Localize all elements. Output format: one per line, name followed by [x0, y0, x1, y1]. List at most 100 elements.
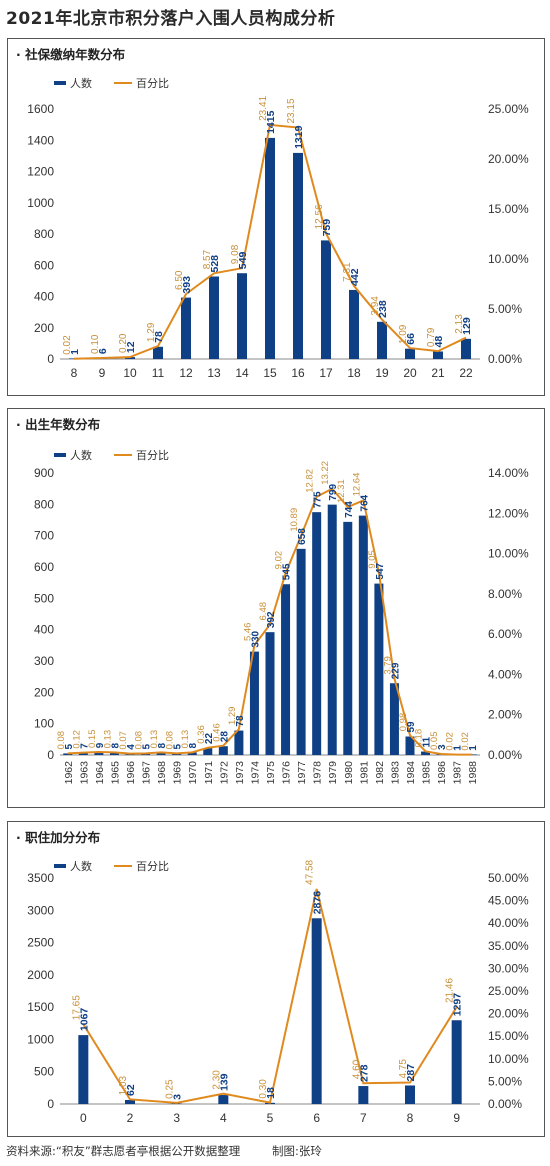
x-tick-label: 21: [431, 366, 445, 380]
bar-value-label: 9: [95, 742, 106, 748]
bar-value-label: 1319: [293, 125, 305, 149]
bar-value-label: 8: [188, 742, 199, 748]
chart-title: · 职住加分分布: [16, 830, 101, 845]
x-tick-label: 1979: [327, 761, 339, 785]
y-tick-label: 200: [34, 685, 54, 699]
y-tick-label: 700: [34, 529, 54, 543]
x-tick-label: 1973: [234, 761, 246, 785]
bar: [265, 632, 275, 755]
bar-value-label: 775: [313, 491, 324, 508]
bar-value-label: 78: [235, 715, 246, 727]
y2-tick-label: 8.00%: [488, 587, 522, 601]
y2-tick-label: 35.00%: [488, 939, 529, 953]
bar: [234, 730, 244, 755]
bar-value-label: 545: [282, 563, 293, 580]
y-tick-label: 800: [34, 497, 54, 511]
percent-value-label: 12.31: [336, 479, 347, 503]
x-tick-label: 1978: [312, 761, 324, 785]
bar-value-label: 5: [173, 743, 184, 749]
x-tick-label: 20: [403, 366, 417, 380]
chart-panel-social-security: 0 200 400 600 800 1000 1200 1400 1600 0.00% 5.00% 1…: [7, 38, 545, 396]
bar: [78, 752, 88, 755]
bar-value-label: 4: [126, 744, 137, 750]
bar: [358, 1086, 369, 1104]
chart-legend: 人数 百分比: [54, 75, 169, 91]
percent-value-label: 0.15: [87, 729, 98, 748]
percent-value-label: 1.09: [398, 324, 409, 344]
percent-value-label: 0.79: [426, 327, 437, 347]
percent-value-label: 0.02: [445, 732, 456, 751]
percent-value-label: 0.12: [71, 730, 82, 749]
bar-value-label: 744: [344, 501, 355, 518]
percent-value-label: 1.03: [118, 1075, 129, 1095]
x-tick-label: 8: [71, 366, 78, 380]
x-tick-label: 1972: [218, 761, 230, 785]
x-tick-label: 1985: [421, 761, 433, 785]
bar-value-label: 66: [405, 333, 417, 345]
percent-value-label: 3.79: [382, 656, 393, 675]
footer-author: 制图:张玲: [271, 1144, 322, 1158]
percent-value-label: 4.75: [398, 1059, 409, 1079]
bar-value-label: 3: [172, 1094, 184, 1100]
percent-value-label: 10.89: [289, 508, 300, 532]
percent-value-label: 0.08: [56, 731, 67, 750]
bar: [109, 752, 119, 755]
bar-value-label: 393: [181, 276, 193, 294]
bar-value-label: 59: [406, 721, 417, 733]
bar-value-label: 8: [157, 742, 168, 748]
y2-tick-label: 40.00%: [488, 916, 529, 930]
percent-value-label: 23.15: [286, 98, 297, 123]
x-tick-label: 2: [127, 1111, 134, 1125]
y2-tick-label: 20.00%: [488, 152, 529, 166]
bar-value-label: 8: [110, 742, 121, 748]
y2-tick-label: 25.00%: [488, 984, 529, 998]
bar: [156, 752, 166, 755]
legend-bar-swatch: [54, 453, 66, 457]
y2-tick-label: 30.00%: [488, 961, 529, 975]
percent-value-label: 9.08: [230, 244, 241, 264]
x-tick-label: 12: [179, 366, 193, 380]
x-tick-label: 1974: [249, 761, 261, 785]
percent-value-label: 8.57: [202, 249, 213, 269]
percent-value-label: 47.58: [305, 859, 316, 884]
legend-line-label: 百分比: [136, 449, 169, 462]
percent-value-label: 6.48: [258, 602, 269, 621]
bar-value-label: 6: [97, 348, 109, 354]
chart-title: · 出生年数分布: [16, 417, 101, 432]
x-tick-label: 1964: [94, 761, 106, 785]
percent-value-label: 0.02: [62, 335, 73, 355]
bar: [461, 338, 471, 359]
percent-value-label: 0.36: [196, 725, 207, 744]
y-tick-label: 3500: [27, 871, 54, 885]
y-tick-label: 800: [34, 227, 54, 241]
bar-value-label: 139: [218, 1073, 230, 1091]
x-tick-label: 1965: [109, 761, 121, 785]
percent-value-label: 0.05: [429, 731, 440, 750]
bar-value-label: 129: [461, 317, 473, 335]
percent-value-label: 0.08: [165, 731, 176, 750]
bar: [203, 748, 213, 755]
percent-value-label: 13.22: [320, 461, 331, 485]
bar: [405, 1085, 415, 1104]
x-tick-label: 8: [407, 1111, 414, 1125]
y-tick-label: 600: [34, 258, 54, 272]
percent-value-label: 0.13: [180, 730, 191, 749]
y2-tick-label: 45.00%: [488, 894, 529, 908]
x-tick-label: 5: [267, 1111, 274, 1125]
bar-value-label: 1415: [265, 110, 277, 134]
bar-value-label: 549: [237, 252, 249, 270]
x-tick-label: 19: [375, 366, 389, 380]
percent-value-label: 0.20: [118, 333, 129, 353]
bar-value-label: 18: [265, 1087, 277, 1099]
y-tick-label: 1200: [27, 165, 54, 179]
y2-tick-label: 2.00%: [488, 708, 522, 722]
percent-value-label: 12.82: [305, 469, 316, 493]
y2-tick-label: 10.00%: [488, 252, 529, 266]
page-title: 2021年北京市积分落户入围人员构成分析: [6, 9, 336, 29]
bar-value-label: 48: [433, 336, 445, 348]
y-tick-label: 3000: [27, 903, 54, 917]
x-tick-label: 1969: [172, 761, 184, 785]
x-tick-label: 1977: [296, 761, 308, 785]
y2-tick-label: 5.00%: [488, 1074, 522, 1088]
y2-tick-label: 14.00%: [488, 466, 529, 480]
